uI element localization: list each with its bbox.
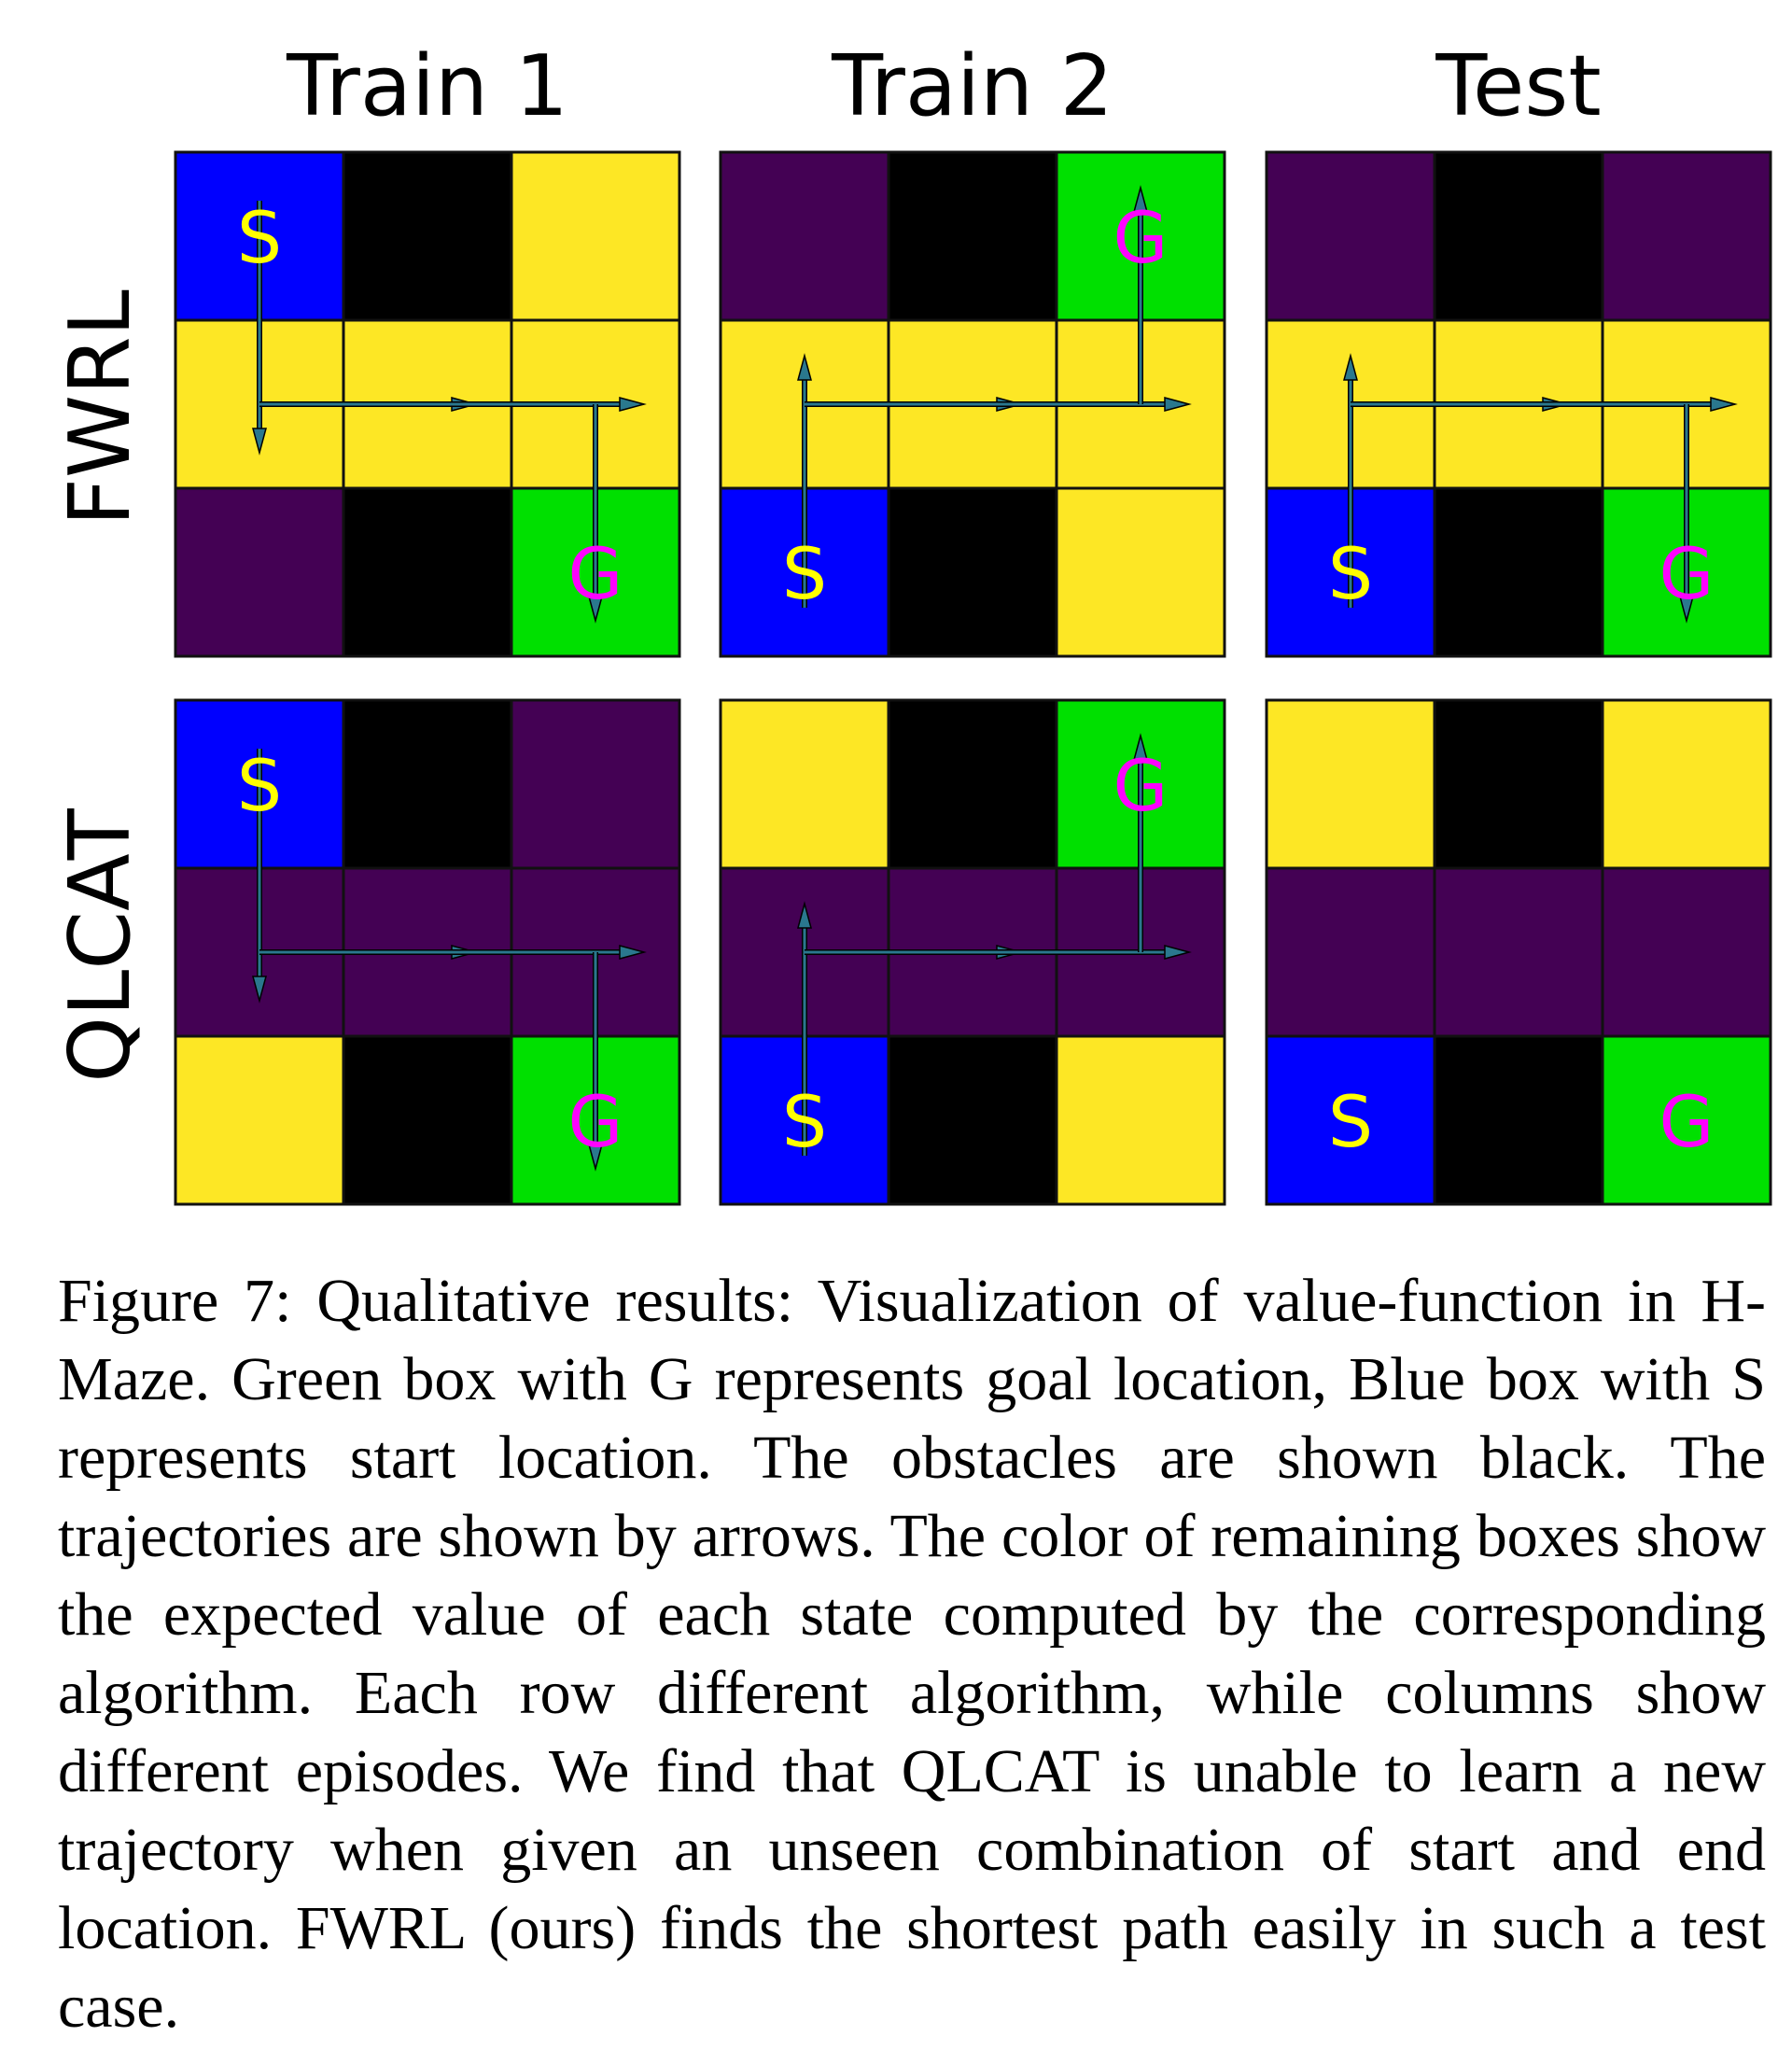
maze-cell-high-value: [1601, 698, 1772, 870]
maze-cell-low-value: [719, 150, 890, 322]
column-title-test: Test: [1435, 37, 1602, 135]
goal-label: G: [1113, 196, 1169, 279]
row-label-qlcat: QLCAT: [51, 808, 149, 1083]
start-label: S: [782, 532, 827, 615]
trajectory-arrowhead: [1343, 353, 1358, 381]
goal-label: G: [568, 532, 623, 615]
maze-cell-obstacle: [342, 486, 513, 658]
goal-label: G: [1659, 532, 1715, 615]
maze-cell-low-value: [1265, 866, 1436, 1038]
maze-cell-obstacle: [887, 150, 1058, 322]
maze-cell-low-value: [1601, 866, 1772, 1038]
maze-grid: GS: [719, 698, 1226, 1206]
trajectory-arrowhead: [797, 901, 812, 929]
maze-cell-goal: [1601, 1034, 1772, 1206]
trajectory-arrowhead: [252, 428, 267, 456]
maze-cell-obstacle: [887, 486, 1058, 658]
row-label-fwrl: FWRL: [51, 289, 149, 527]
maze-cell-low-value: [174, 486, 345, 658]
goal-label: G: [1659, 1080, 1715, 1163]
trajectory-arrowhead: [1133, 733, 1148, 761]
trajectory-arrowhead: [619, 945, 647, 960]
column-title-train-1: Train 1: [287, 37, 568, 135]
maze-grid: SG: [174, 698, 681, 1206]
maze-cell-start: [1265, 1034, 1436, 1206]
maze-cell-low-value: [1265, 150, 1436, 322]
trajectory-arrowhead: [797, 353, 812, 381]
start-label: S: [1328, 532, 1373, 615]
maze-grid: SG: [174, 150, 681, 658]
trajectory-arrowhead: [1164, 397, 1192, 412]
goal-label: G: [1113, 744, 1169, 827]
start-label: S: [1328, 1080, 1373, 1163]
maze-cell-high-value: [510, 150, 681, 322]
maze-cell-obstacle: [342, 150, 513, 322]
trajectory-arrowhead: [588, 1144, 603, 1172]
maze-cell-obstacle: [887, 698, 1058, 870]
maze-cell-high-value: [174, 1034, 345, 1206]
trajectory-arrowhead: [252, 976, 267, 1004]
maze-cell-obstacle: [342, 698, 513, 870]
maze-cell-obstacle: [1433, 486, 1604, 658]
maze-cell-high-value: [1055, 1034, 1226, 1206]
maze-cell-high-value: [1265, 698, 1436, 870]
start-label: S: [782, 1080, 827, 1163]
trajectory-arrowhead: [588, 596, 603, 624]
trajectory-arrowhead: [1679, 596, 1694, 624]
maze-cell-obstacle: [1433, 150, 1604, 322]
maze-grid: GS: [719, 150, 1226, 658]
maze-cell-obstacle: [1433, 1034, 1604, 1206]
maze-cell-low-value: [1601, 150, 1772, 322]
maze-cell-low-value: [1433, 866, 1604, 1038]
start-label: S: [237, 744, 282, 827]
maze-cell-obstacle: [342, 1034, 513, 1206]
trajectory-arrowhead: [1133, 185, 1148, 213]
trajectory-arrowhead: [1710, 397, 1738, 412]
maze-cell-high-value: [719, 698, 890, 870]
maze-cell-obstacle: [887, 1034, 1058, 1206]
figure-caption: Figure 7: Qualitative results: Visualiza…: [58, 1267, 1766, 2041]
column-title-train-2: Train 2: [832, 37, 1113, 135]
trajectory-arrowhead: [619, 397, 647, 412]
start-label: S: [237, 196, 282, 279]
maze-cell-high-value: [1055, 486, 1226, 658]
maze-cell-obstacle: [1433, 698, 1604, 870]
maze-cell-low-value: [510, 698, 681, 870]
goal-label: G: [568, 1080, 623, 1163]
trajectory-arrowhead: [1164, 945, 1192, 960]
